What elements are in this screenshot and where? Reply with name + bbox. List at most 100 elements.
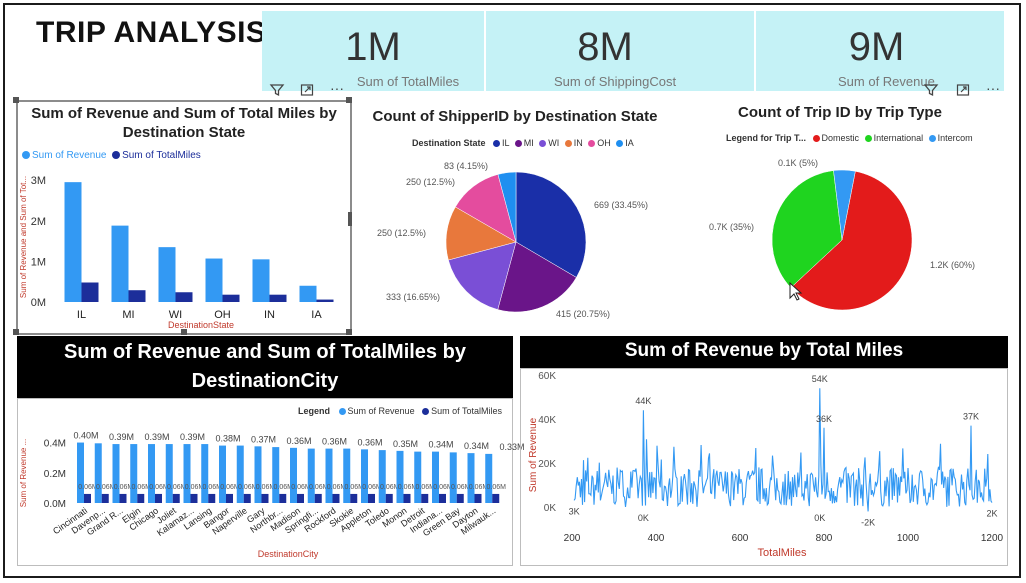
kpi-band: 1M Sum of TotalMiles 8M Sum of ShippingC…: [262, 11, 1004, 91]
data-label: 0.38M: [215, 434, 240, 444]
data-label: 0.06M: [416, 484, 436, 491]
dashboard-frame: [3, 3, 1021, 578]
bar-miles: [492, 493, 500, 503]
y-tick-label: 2M: [31, 216, 46, 228]
bar-revenue: [111, 225, 129, 302]
bar-miles: [101, 493, 109, 503]
kpi-label: Sum of Revenue: [838, 74, 935, 89]
data-label: 0.35M: [393, 439, 418, 449]
bar-miles: [314, 493, 322, 503]
data-label: 0.06M: [274, 484, 294, 491]
legend-label: Intercom: [937, 133, 973, 143]
bar-miles: [403, 493, 411, 503]
bar-revenue: [378, 450, 386, 503]
bar-revenue: [77, 442, 84, 503]
focus-mode-icon[interactable]: [296, 80, 318, 100]
legend-swatch: [112, 151, 121, 160]
kpi-shipping-cost[interactable]: 8M Sum of ShippingCost: [486, 11, 754, 91]
bar-miles: [119, 493, 127, 503]
data-label: 0.06M: [398, 484, 418, 491]
data-label: 0.06M: [114, 484, 134, 491]
legend-swatch: [864, 135, 872, 143]
legend-swatch: [928, 135, 936, 143]
data-label: -2K: [861, 517, 875, 527]
mouse-cursor-icon: [789, 281, 803, 301]
data-label: 0.06M: [220, 484, 240, 491]
legend-swatch: [564, 140, 572, 148]
data-label: 0.34M: [428, 440, 453, 450]
filter-icon[interactable]: [266, 80, 288, 100]
bar-revenue: [112, 444, 120, 503]
bar-revenue: [432, 451, 439, 503]
resize-handle[interactable]: [348, 212, 352, 226]
legend-label: OH: [597, 138, 611, 148]
bar-miles: [368, 493, 375, 503]
data-label: 0.33M: [499, 442, 524, 452]
kpi-total-miles[interactable]: 1M Sum of TotalMiles: [262, 11, 484, 91]
pie-slice: [771, 170, 843, 289]
pie-slice: [497, 171, 517, 243]
x-tick-label: IL: [77, 309, 86, 321]
bar-revenue: [343, 448, 351, 503]
bar-revenue: [94, 443, 102, 503]
x-tick-label: IN: [264, 309, 275, 321]
more-options-icon[interactable]: ···: [986, 80, 1000, 96]
filter-icon[interactable]: [920, 80, 942, 100]
x-axis-title: TotalMiles: [758, 547, 807, 559]
data-label: 0K: [814, 513, 825, 523]
y-tick-label: 0.2M: [44, 469, 66, 480]
kpi-revenue[interactable]: 9M Sum of Revenue: [756, 11, 1004, 91]
more-options-icon[interactable]: ···: [330, 80, 344, 96]
resize-handle[interactable]: [346, 329, 352, 335]
data-label: 0.06M: [451, 484, 471, 491]
x-tick-label: WI: [169, 309, 182, 321]
data-label: 0.06M: [132, 484, 152, 491]
x-tick-label: IA: [311, 309, 322, 321]
bar-revenue: [325, 448, 333, 503]
legend-label: IA: [625, 138, 634, 148]
kpi-value: 1M: [345, 25, 401, 69]
bar-revenue: [361, 449, 368, 503]
y-axis-title: Sum of Revenue: [528, 417, 539, 492]
resize-handle[interactable]: [13, 97, 19, 103]
legend-label: IN: [573, 138, 583, 148]
focus-mode-icon[interactable]: [952, 80, 974, 100]
bar-miles: [190, 493, 198, 503]
data-label: 0.34M: [464, 441, 489, 451]
legend-label: Sum of Revenue: [32, 150, 107, 161]
data-label: 0K: [638, 513, 649, 523]
line-chart-panel: [520, 368, 1008, 566]
data-label: 0.06M: [167, 484, 187, 491]
data-label: 0.06M: [345, 484, 365, 491]
data-label: 0.7K (35%): [709, 222, 754, 232]
data-label: 1.2K (60%): [930, 260, 975, 270]
bar-miles: [243, 493, 251, 503]
resize-handle[interactable]: [181, 329, 187, 335]
chart-title: Count of ShipperID by Destination State: [372, 108, 658, 125]
data-label: 0.39M: [180, 432, 205, 442]
x-tick-label: 400: [648, 533, 665, 544]
pie-slice: [448, 241, 517, 310]
resize-handle[interactable]: [13, 329, 19, 335]
data-label: 37K: [963, 412, 979, 422]
x-tick-label: 1200: [981, 533, 1004, 544]
chart-legend: Destination State IL MI WI IN OH IA: [412, 138, 634, 148]
data-label: 0.06M: [185, 484, 205, 491]
bar-miles: [297, 493, 304, 503]
resize-handle[interactable]: [346, 97, 352, 103]
y-tick-label: 0.4M: [44, 439, 66, 450]
legend-label: MI: [523, 138, 534, 148]
data-label: 0.40M: [73, 431, 98, 441]
legend-title: Destination State: [412, 138, 486, 148]
bar-revenue: [219, 445, 226, 503]
x-tick-label: OH: [214, 309, 231, 321]
data-label: 44K: [635, 396, 651, 406]
bar-revenue: [130, 444, 138, 503]
kpi-value: 9M: [848, 25, 905, 69]
data-label: 0.06M: [291, 484, 311, 491]
